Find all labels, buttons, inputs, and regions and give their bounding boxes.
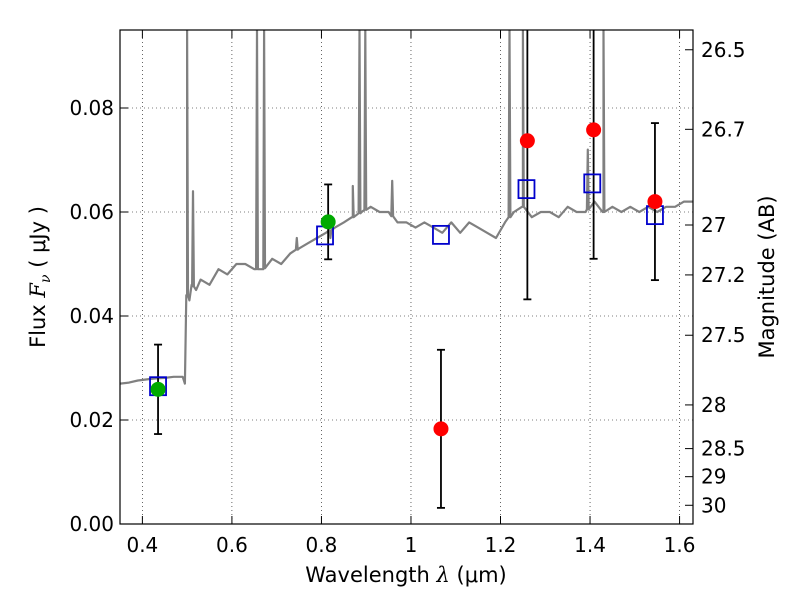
y2-tick-label: 26.5 [701,38,746,62]
axes-frame [119,29,694,525]
spectrum-line [120,30,693,385]
y2-axis-label: Magnitude (AB) [755,195,779,358]
y-tick-label: 0.04 [69,304,114,328]
y-tick-label: 0.02 [69,408,114,432]
x-axis-label: Wavelength λ (μm) [305,563,506,587]
x-tick-label: 0.4 [126,533,158,557]
y2-tick-label: 27 [701,213,726,237]
plot-area [120,30,693,509]
x-tick-label: 1.4 [574,533,606,557]
y2-tick-label: 28 [701,393,726,417]
observed-point [433,421,449,437]
model-photometry-marker [517,179,536,200]
observed-point [586,122,602,138]
y2-tick-label: 29 [701,465,726,489]
y2-tick-label: 30 [701,493,726,517]
y2-tick-label: 27.5 [701,323,746,347]
observed-point [320,214,336,230]
axis-ticks: 0.4 0.6 0.8 1 1.2 1.4 1.6 0.00 0.02 0.04 0.06 0.08 2… [69,30,746,557]
observed-point [647,194,663,210]
grid-lines [120,30,693,525]
model-photometry-marker [583,173,602,194]
model-photometry-marker [432,224,450,245]
y2-tick-label: 27.2 [701,263,746,287]
x-tick-label: 1 [405,533,418,557]
y-tick-label: 0.08 [69,96,114,120]
x-tick-label: 0.8 [306,533,338,557]
observed-point [150,381,166,397]
y2-tick-label: 26.7 [701,117,746,141]
y-tick-label: 0.06 [69,200,114,224]
observed-point [519,133,535,149]
x-tick-label: 0.6 [216,533,248,557]
y-tick-label: 0.00 [69,512,114,536]
x-tick-label: 1.6 [664,533,696,557]
y-axis-label: Flux Fν ( μJy ) [26,206,54,348]
y2-tick-label: 28.5 [701,437,746,461]
x-tick-label: 1.2 [485,533,517,557]
